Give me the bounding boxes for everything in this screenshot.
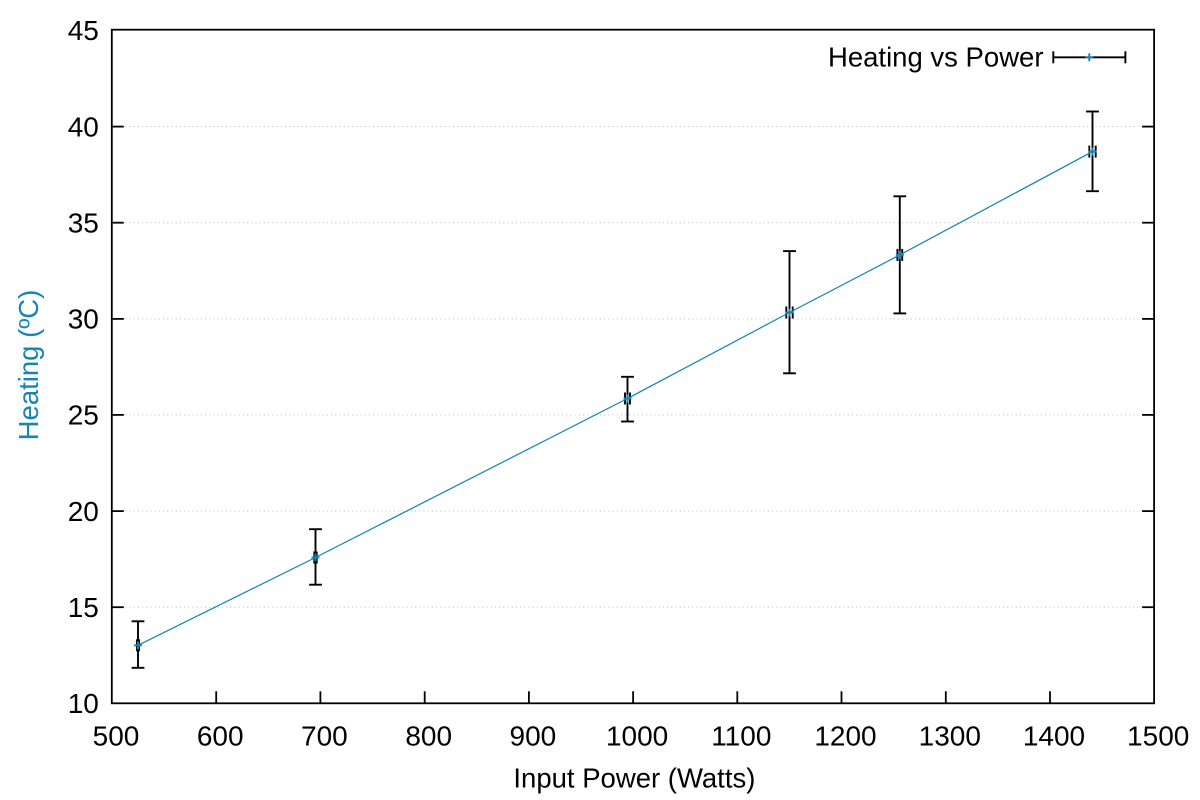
- svg-text:1500: 1500: [1127, 720, 1189, 751]
- svg-text:1400: 1400: [1023, 720, 1085, 751]
- svg-text:1100: 1100: [711, 720, 771, 751]
- svg-text:1300: 1300: [919, 720, 981, 751]
- svg-text:15: 15: [68, 592, 99, 623]
- svg-text:700: 700: [301, 720, 348, 751]
- svg-text:Heating (ºC): Heating (ºC): [13, 290, 44, 441]
- svg-text:800: 800: [405, 720, 452, 751]
- svg-text:35: 35: [68, 207, 99, 238]
- svg-text:10: 10: [68, 688, 99, 719]
- svg-text:30: 30: [68, 304, 99, 335]
- svg-text:Input Power (Watts): Input Power (Watts): [513, 763, 755, 794]
- svg-text:600: 600: [197, 720, 244, 751]
- svg-text:1200: 1200: [814, 720, 876, 751]
- svg-text:Heating vs Power: Heating vs Power: [828, 42, 1044, 73]
- svg-text:40: 40: [68, 111, 99, 142]
- svg-text:1000: 1000: [606, 720, 668, 751]
- svg-text:500: 500: [93, 720, 140, 751]
- svg-text:25: 25: [68, 400, 99, 431]
- svg-text:900: 900: [510, 720, 557, 751]
- svg-text:20: 20: [68, 496, 99, 527]
- svg-text:45: 45: [68, 15, 99, 46]
